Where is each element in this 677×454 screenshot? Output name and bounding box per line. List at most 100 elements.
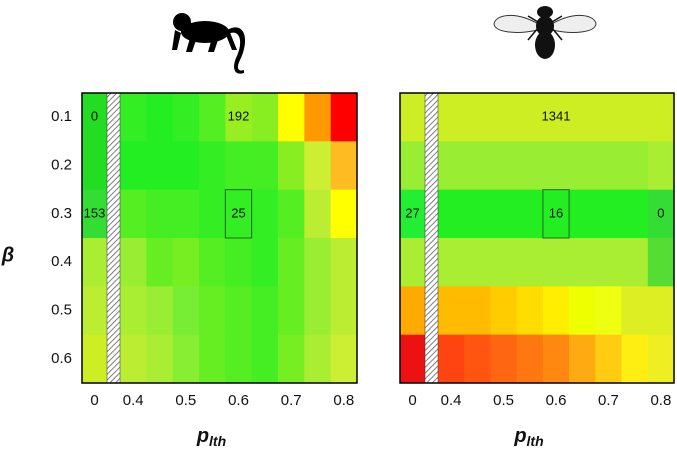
heat-cell xyxy=(648,141,675,190)
heat-cell xyxy=(490,141,517,190)
heat-cell xyxy=(648,335,675,384)
heat-cell xyxy=(304,190,331,239)
x-tick-label: 0.4 xyxy=(123,392,144,409)
y-tick-label: 0.6 xyxy=(51,350,72,367)
heat-cell xyxy=(278,93,305,142)
heat-cell xyxy=(622,238,649,287)
heat-cell xyxy=(199,238,226,287)
x-axis-label-sub: lth xyxy=(209,433,226,449)
heat-cell xyxy=(490,190,517,239)
heat-cell xyxy=(517,190,544,239)
cell-annotation: 0 xyxy=(657,205,664,220)
heat-cell xyxy=(120,335,147,384)
heat-cell xyxy=(199,141,226,190)
heat-cell xyxy=(569,238,596,287)
heat-cell xyxy=(82,335,108,384)
x-tick-label: 0.4 xyxy=(441,392,462,409)
heat-cell xyxy=(252,93,279,142)
heat-cell xyxy=(146,335,173,384)
heat-cell xyxy=(595,190,622,239)
heat-cell xyxy=(82,141,108,190)
heat-cell xyxy=(569,335,596,384)
cell-annotation: 16 xyxy=(549,205,563,220)
heat-cell xyxy=(304,286,331,335)
heat-cell xyxy=(146,141,173,190)
heat-cell xyxy=(304,335,331,384)
heat-cell xyxy=(648,238,675,287)
heat-cell xyxy=(173,238,200,287)
heat-cell xyxy=(199,93,226,142)
heat-cell xyxy=(120,190,147,239)
x-tick-label: 0.7 xyxy=(281,392,302,409)
heat-cell xyxy=(331,141,358,190)
heat-cell xyxy=(252,238,279,287)
heat-cell xyxy=(199,335,226,384)
hatch-gap xyxy=(107,93,120,383)
x-tick-label: 0.6 xyxy=(228,392,249,409)
heat-cell xyxy=(82,286,108,335)
heat-cell xyxy=(225,141,252,190)
heat-cell xyxy=(173,190,200,239)
cell-annotation: 192 xyxy=(228,109,250,124)
heat-cell xyxy=(82,238,108,287)
heat-cell xyxy=(331,93,358,142)
heat-cell xyxy=(120,238,147,287)
heat-cell xyxy=(543,141,570,190)
heat-cell xyxy=(120,93,147,142)
y-tick-label: 0.5 xyxy=(51,301,72,318)
heat-cell xyxy=(400,141,426,190)
heat-cell xyxy=(648,93,675,142)
heat-cell xyxy=(225,335,252,384)
heat-cell xyxy=(517,141,544,190)
heat-cell xyxy=(543,335,570,384)
heat-cell xyxy=(173,93,200,142)
y-axis-label: β xyxy=(1,244,14,266)
heat-cell xyxy=(648,286,675,335)
heat-cell xyxy=(120,141,147,190)
heat-cell xyxy=(438,190,465,239)
heat-cell xyxy=(543,286,570,335)
y-tick-label: 0.3 xyxy=(51,205,72,222)
heat-cell xyxy=(490,93,517,142)
heat-cell xyxy=(304,238,331,287)
heat-cell xyxy=(438,141,465,190)
heat-cell xyxy=(464,238,491,287)
heat-cell xyxy=(173,141,200,190)
heat-cell xyxy=(173,286,200,335)
cell-annotation: 27 xyxy=(405,205,419,220)
heat-cell xyxy=(252,286,279,335)
heat-cell xyxy=(517,335,544,384)
heat-cell xyxy=(517,238,544,287)
heat-cell xyxy=(331,190,358,239)
heat-cell xyxy=(595,335,622,384)
heat-cell xyxy=(622,141,649,190)
x-tick-label: 0.5 xyxy=(175,392,196,409)
heat-cell xyxy=(173,335,200,384)
heat-cell xyxy=(464,335,491,384)
heat-cell xyxy=(252,335,279,384)
heat-cell xyxy=(464,141,491,190)
heat-cell xyxy=(464,93,491,142)
x-axis-label-main: p xyxy=(513,425,526,447)
heat-cell xyxy=(331,238,358,287)
heat-cell xyxy=(543,238,570,287)
heat-cell xyxy=(490,335,517,384)
heat-cell xyxy=(622,93,649,142)
heat-cell xyxy=(331,335,358,384)
heat-cell xyxy=(569,141,596,190)
heat-cell xyxy=(199,190,226,239)
cell-annotation: 0 xyxy=(91,109,98,124)
heat-cell xyxy=(400,335,426,384)
x-tick-label: 0 xyxy=(408,392,416,409)
x-tick-label: 0.7 xyxy=(598,392,619,409)
heat-cell xyxy=(225,286,252,335)
x-tick-label: 0.8 xyxy=(333,392,354,409)
heat-cell xyxy=(252,190,279,239)
x-tick-label: 0.5 xyxy=(493,392,514,409)
heat-cell xyxy=(438,238,465,287)
heat-cell xyxy=(400,93,426,142)
heat-cell xyxy=(517,93,544,142)
heat-cell xyxy=(595,141,622,190)
x-tick-label: 0.8 xyxy=(650,392,671,409)
